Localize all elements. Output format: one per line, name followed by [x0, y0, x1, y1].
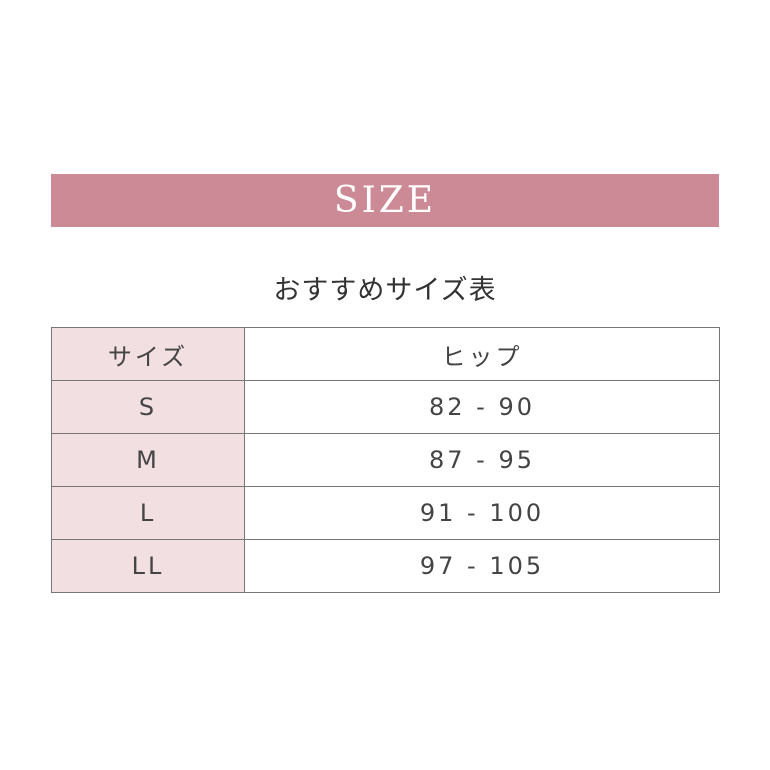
size-table: サイズ ヒップ S 82 - 90 M 87 - 95 L 91 - 100 LL 97 …	[51, 327, 720, 593]
hip-cell: 91 - 100	[244, 486, 720, 540]
size-cell: M	[51, 433, 245, 487]
table-row: LL 97 - 105	[51, 539, 720, 593]
page-subtitle: おすすめサイズ表	[273, 275, 497, 306]
hip-cell: 97 - 105	[244, 539, 720, 593]
header-size: サイズ	[51, 327, 245, 381]
hip-cell: 82 - 90	[244, 380, 720, 434]
table-header-row: サイズ ヒップ	[51, 327, 720, 381]
size-banner: SIZE	[51, 174, 719, 227]
header-hip: ヒップ	[244, 327, 720, 381]
table-row: S 82 - 90	[51, 380, 720, 434]
size-cell: L	[51, 486, 245, 540]
size-cell: S	[51, 380, 245, 434]
table-row: M 87 - 95	[51, 433, 720, 487]
hip-cell: 87 - 95	[244, 433, 720, 487]
banner-title: SIZE	[333, 180, 437, 221]
table-row: L 91 - 100	[51, 486, 720, 540]
size-cell: LL	[51, 539, 245, 593]
